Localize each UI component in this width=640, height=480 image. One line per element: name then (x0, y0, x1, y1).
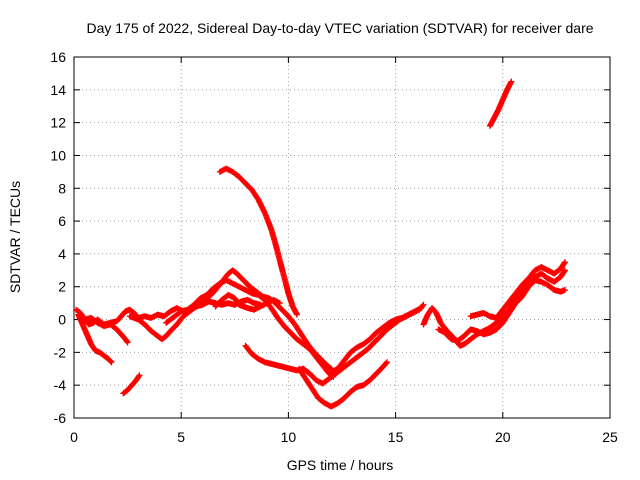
series-arc-4 (81, 314, 131, 346)
data-points (73, 78, 568, 410)
data-point-markers (486, 78, 515, 129)
plot-frame (73, 56, 611, 419)
x-tick-label: 5 (177, 429, 185, 445)
series-arc-11 (328, 305, 425, 376)
series-arc-8 (212, 291, 283, 313)
series-arc-10 (296, 359, 391, 410)
y-tick-label: 16 (50, 49, 66, 65)
y-tick-label: -6 (54, 410, 67, 426)
data-point-markers (328, 305, 425, 376)
series-arc-3 (120, 372, 143, 397)
x-tick-label: 10 (281, 429, 297, 445)
series-arc-13 (435, 277, 568, 344)
x-tick-label: 0 (70, 429, 78, 445)
y-axis-label: SDTVAR / TECUs (7, 181, 23, 293)
y-tick-label: 14 (50, 82, 66, 98)
y-tick-label: -2 (54, 344, 67, 360)
data-point-markers (81, 314, 131, 346)
data-point-markers (296, 359, 391, 410)
grid-lines (74, 57, 610, 418)
data-point-markers (120, 372, 143, 397)
data-point-markers (216, 165, 300, 318)
x-tick-label: 15 (388, 429, 404, 445)
chart-title: Day 175 of 2022, Sidereal Day-to-day VTE… (86, 20, 593, 36)
y-tick-label: 0 (58, 312, 66, 328)
x-axis-ticks: 0 5 10 15 20 25 (70, 57, 618, 445)
series-arc-15 (486, 78, 515, 129)
series-arc-14 (467, 259, 568, 321)
y-tick-label: 12 (50, 115, 66, 131)
y-tick-label: 2 (58, 279, 66, 295)
data-point-markers (75, 311, 115, 366)
series-arc-7 (216, 165, 300, 318)
data-point-markers (435, 277, 568, 344)
y-tick-label: -4 (54, 377, 67, 393)
y-axis-ticks: -6 -4 -2 0 2 4 6 8 10 12 14 16 (50, 49, 610, 426)
y-tick-label: 8 (58, 180, 66, 196)
data-point-markers (467, 259, 568, 321)
series-arc-2 (75, 311, 115, 366)
x-axis-label: GPS time / hours (287, 457, 394, 473)
y-tick-label: 6 (58, 213, 66, 229)
data-point-markers (212, 291, 283, 313)
x-tick-label: 25 (602, 429, 618, 445)
x-tick-label: 20 (495, 429, 511, 445)
y-tick-label: 10 (50, 147, 66, 163)
y-tick-label: 4 (58, 246, 66, 262)
